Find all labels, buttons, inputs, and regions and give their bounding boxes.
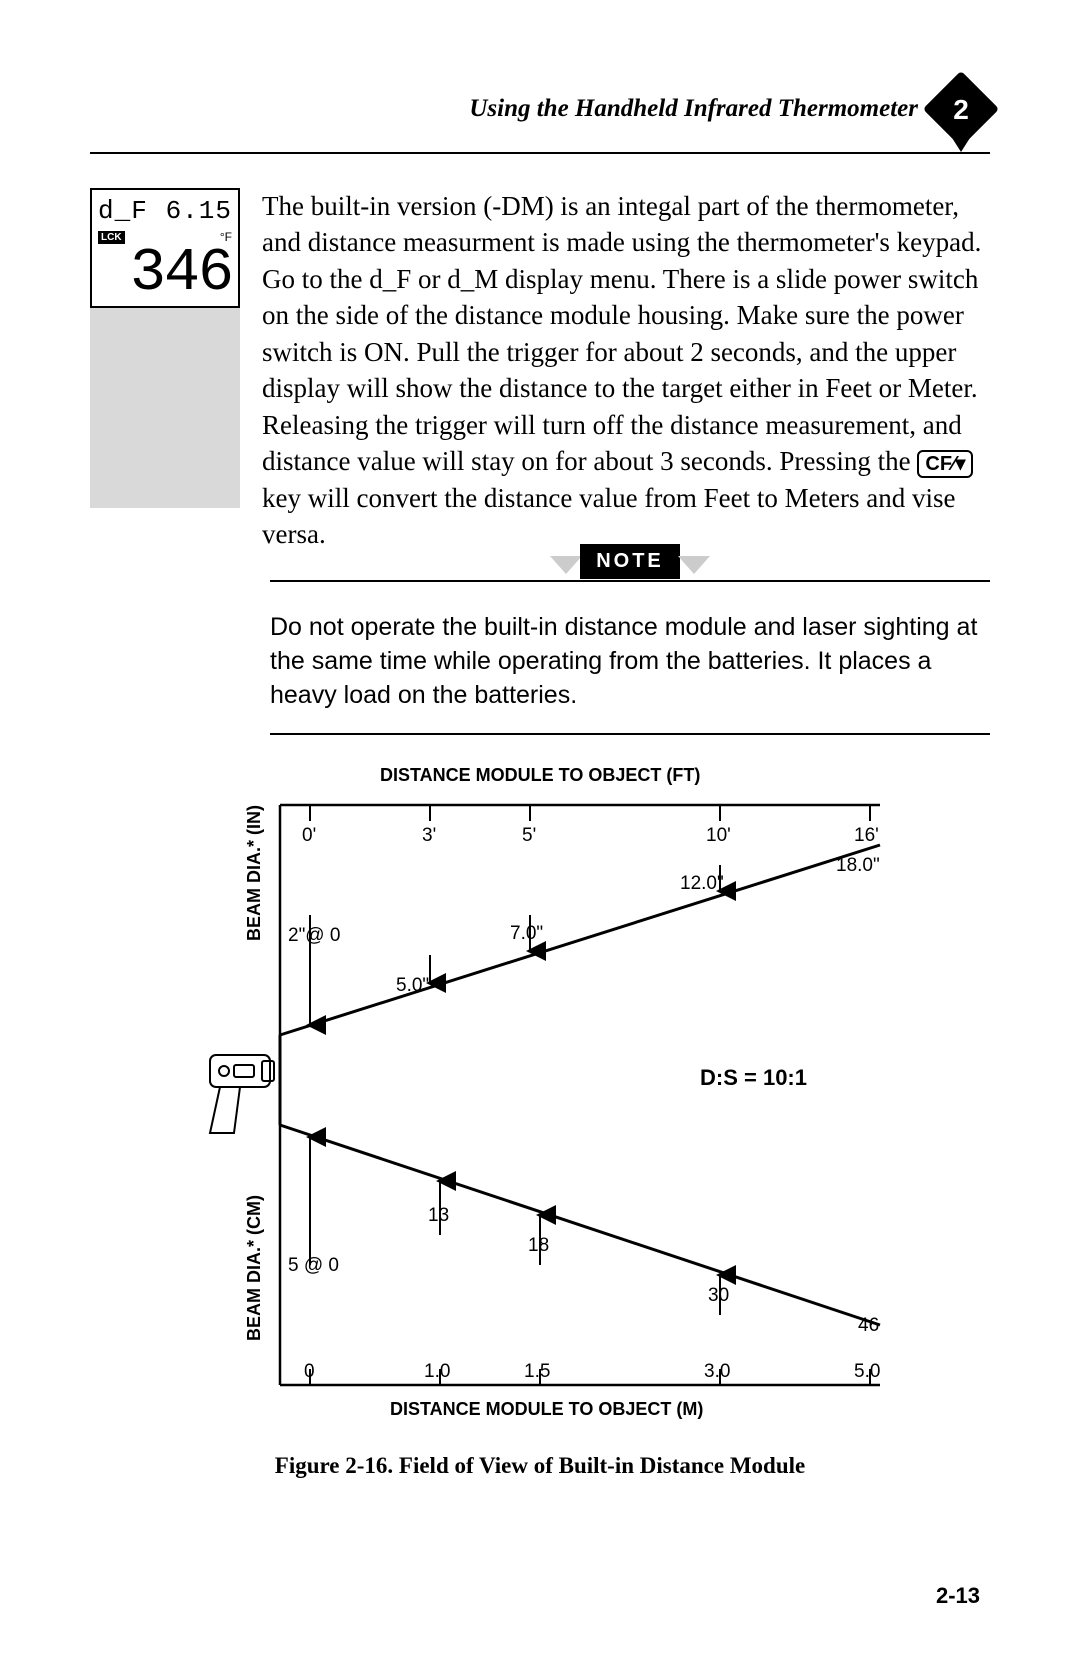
body-row: d_F 6.15 LCK °F 346 The built-in version… [90, 188, 990, 552]
m-tick-3: 3.0 [704, 1361, 730, 1383]
cm-val-2: 18 [528, 1235, 549, 1257]
m-tick-4: 5.0 [854, 1361, 880, 1383]
note-rule-bottom [270, 733, 990, 735]
lcd-column: d_F 6.15 LCK °F 346 [90, 188, 240, 508]
in-val-4: 18.0" [836, 855, 880, 877]
m-tick-0: 0 [304, 1361, 315, 1383]
body-text-1: The built-in version (-DM) is an integal… [262, 191, 981, 476]
figure-caption: Figure 2-16. Field of View of Built-in D… [90, 1453, 990, 1479]
page-root: Using the Handheld Infrared Thermometer … [0, 0, 1080, 1669]
in-val-2: 7.0" [510, 923, 543, 945]
ft-tick-0: 0' [302, 825, 316, 847]
body-text-2: key will convert the distance value from… [262, 483, 956, 549]
body-paragraph: The built-in version (-DM) is an integal… [262, 188, 990, 552]
lcd-mode: d_F [98, 196, 148, 226]
ft-tick-1: 3' [422, 825, 436, 847]
lcd-main-reading: 346 [98, 244, 232, 304]
lcd-distance: 6.15 [166, 196, 232, 226]
in-val-0: 2"@ 0 [288, 925, 340, 947]
chapter-badge: 2 [932, 80, 990, 138]
cm-val-4: 46 [858, 1315, 879, 1337]
cm-val-0: 5 @ 0 [288, 1255, 339, 1277]
diagram-svg [180, 765, 900, 1425]
m-tick-2: 1.5 [524, 1361, 550, 1383]
cm-val-1: 13 [428, 1205, 449, 1227]
header-title: Using the Handheld Infrared Thermometer [469, 95, 918, 123]
note-banner-label: NOTE [580, 544, 680, 579]
ft-tick-3: 10' [706, 825, 731, 847]
cm-val-3: 30 [708, 1285, 729, 1307]
page-header: Using the Handheld Infrared Thermometer … [90, 80, 990, 138]
page-number: 2-13 [936, 1583, 980, 1609]
cf-key-icon: CF⁄▾ [917, 450, 973, 478]
m-tick-1: 1.0 [424, 1361, 450, 1383]
ft-tick-2: 5' [522, 825, 536, 847]
note-block: NOTE Do not operate the built-in distanc… [270, 580, 990, 734]
note-banner: NOTE [270, 558, 990, 593]
in-val-1: 5.0" [396, 975, 429, 997]
lcd-screen: d_F 6.15 LCK °F 346 [90, 188, 240, 308]
chapter-number: 2 [932, 94, 990, 126]
lcd-lock-label: LCK [98, 231, 125, 244]
header-rule [90, 152, 990, 154]
note-text: Do not operate the built-in distance mod… [270, 611, 990, 712]
field-of-view-diagram: DISTANCE MODULE TO OBJECT (FT) DISTANCE … [180, 765, 900, 1425]
ft-tick-4: 16' [854, 825, 879, 847]
in-val-3: 12.0" [680, 873, 724, 895]
